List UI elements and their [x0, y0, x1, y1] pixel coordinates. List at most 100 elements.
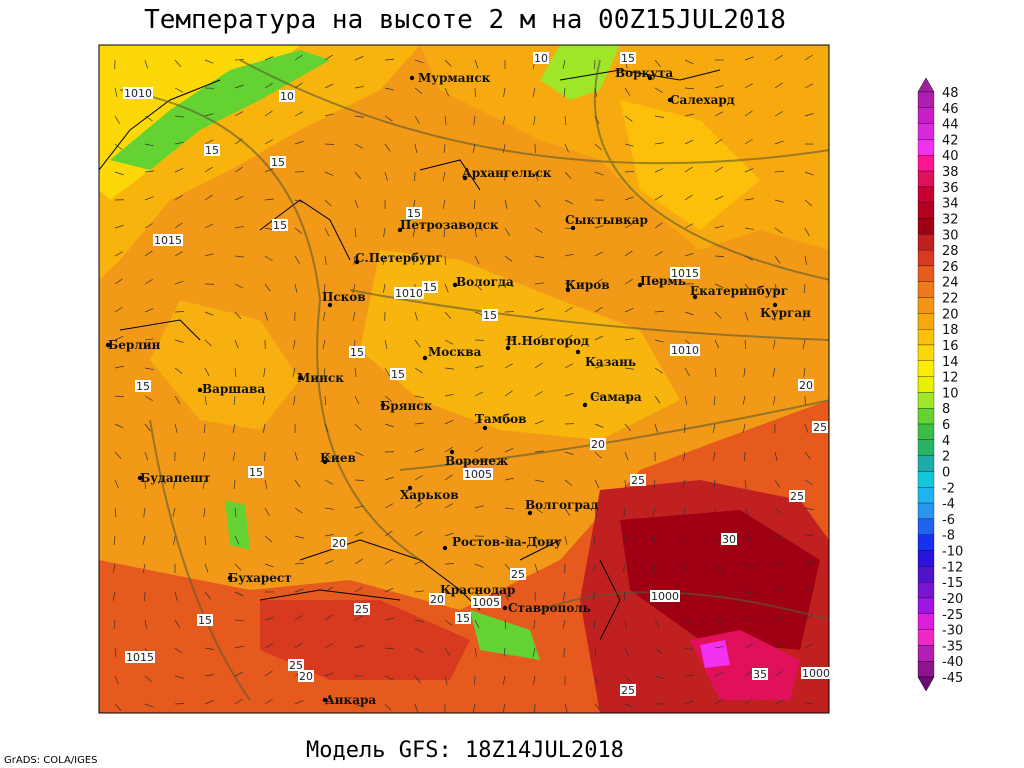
city-dot: [442, 545, 448, 551]
colorbar-label: 0: [942, 465, 950, 480]
colorbar-swatch: [917, 408, 935, 425]
contour-label: 1015: [671, 267, 699, 280]
wind-arrow: [322, 339, 326, 349]
contour-label-box: [153, 234, 183, 246]
wind-arrow: [324, 534, 334, 537]
city-dot: [575, 349, 581, 355]
wind-arrow: [504, 363, 514, 369]
wind-arrow: [444, 675, 448, 685]
wind-arrow: [774, 82, 783, 89]
wind-arrow: [324, 507, 334, 510]
wind-arrow: [594, 479, 600, 489]
wind-arrow: [114, 278, 123, 285]
wind-arrow: [504, 535, 514, 541]
wind-arrow: [383, 227, 386, 237]
wind-arrow: [804, 171, 814, 176]
wind-arrow: [624, 250, 633, 257]
wind-arrow: [684, 700, 694, 705]
colorbar-cap: [917, 77, 935, 93]
wind-arrow: [624, 451, 629, 461]
wind-arrow: [594, 278, 603, 285]
wind-arrow: [294, 111, 304, 117]
wind-arrow: [114, 451, 122, 459]
wind-arrow: [414, 87, 423, 95]
city-dot: [380, 402, 386, 408]
contour-label: 1010: [671, 344, 699, 357]
city-label: Харьков: [400, 488, 459, 502]
wind-arrow: [384, 558, 393, 565]
wind-arrow: [774, 588, 784, 593]
wind-arrow: [774, 670, 783, 677]
contour-label: 15: [198, 614, 212, 627]
contour-label-box: [721, 533, 737, 545]
wind-arrow: [384, 87, 394, 91]
wind-arrow: [444, 474, 453, 481]
wind-arrow: [114, 647, 117, 657]
contour-label: 15: [350, 346, 364, 359]
wind-arrow: [593, 535, 596, 545]
title: Температура на высоте 2 м на 00Z15JUL201…: [144, 5, 786, 35]
wind-arrow: [112, 563, 116, 573]
wind-arrow: [382, 255, 386, 265]
wind-arrow: [804, 423, 809, 433]
wind-arrow: [534, 282, 544, 285]
wind-arrow: [204, 647, 214, 650]
wind-arrow: [774, 642, 783, 649]
wind-arrow: [774, 507, 783, 514]
wind-arrow: [414, 675, 421, 684]
contour-label-box: [455, 612, 471, 624]
wind-arrow: [744, 311, 749, 321]
wind-arrow: [204, 563, 209, 573]
contour-label-box: [270, 156, 286, 168]
contour-label-box: [429, 593, 445, 605]
wind-arrow: [414, 647, 423, 653]
colorbar-label: -35: [942, 639, 963, 654]
wind-arrow: [744, 227, 754, 230]
wind-arrow: [354, 367, 357, 377]
wind-arrow: [414, 59, 424, 64]
city-dot: [322, 697, 328, 703]
wind-arrow: [114, 224, 124, 229]
wind-arrow: [474, 675, 476, 686]
wind-arrow: [294, 642, 303, 649]
wind-arrow: [654, 423, 658, 433]
city-dot: [409, 75, 415, 81]
wind-arrow: [384, 171, 388, 181]
colorbar-label: 32: [942, 212, 959, 227]
wind-arrow: [144, 338, 154, 341]
wind-arrow: [594, 423, 604, 428]
colorbar-swatch: [917, 155, 935, 172]
wind-arrow: [684, 395, 688, 405]
wind-arrow: [624, 115, 633, 122]
city-label: Казань: [585, 355, 636, 369]
wind-arrow: [474, 199, 476, 210]
colorbar-swatch: [917, 249, 935, 267]
wind-arrow: [474, 283, 482, 291]
colorbar-swatch: [917, 439, 935, 456]
wind-arrow: [474, 311, 484, 316]
wind-arrow: [474, 446, 483, 453]
contour-label: 30: [722, 533, 736, 546]
wind-arrow: [414, 531, 423, 537]
wind-arrow: [294, 54, 303, 61]
wind-arrow: [474, 418, 483, 425]
colorbar-swatch: [917, 455, 935, 472]
wind-arrow: [384, 143, 391, 152]
wind-arrow: [802, 339, 806, 349]
wind-arrow: [384, 703, 392, 711]
contour-label-box: [406, 207, 422, 219]
wind-arrow: [324, 560, 334, 565]
wind-arrow: [144, 250, 153, 257]
wind-arrow: [414, 422, 424, 425]
wind-arrow: [744, 110, 753, 117]
wind-arrow: [354, 143, 364, 149]
wind-arrow: [264, 198, 274, 201]
wind-arrow: [594, 365, 604, 369]
contour-label-box: [590, 438, 606, 450]
colorbar-swatch: [917, 645, 935, 662]
wind-arrow: [472, 703, 476, 713]
colorbar-label: 38: [942, 165, 959, 180]
wind-arrow: [324, 643, 333, 649]
contour-label-box: [422, 281, 438, 293]
wind-arrow: [624, 423, 632, 432]
